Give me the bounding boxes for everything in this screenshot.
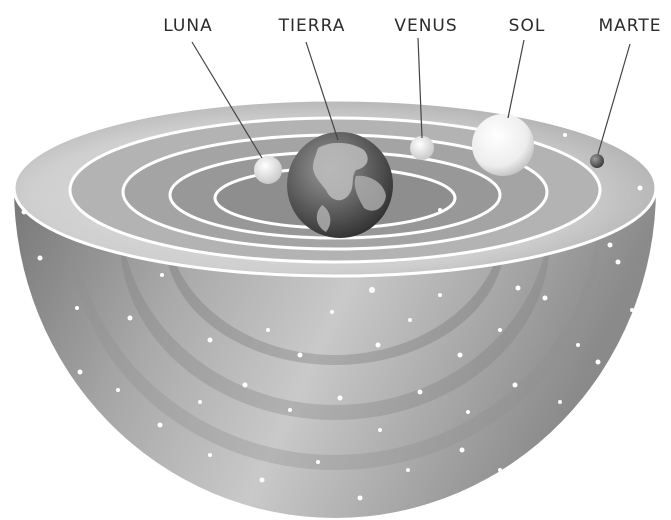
leader-sol [507,39,525,119]
earth-icon [287,132,393,238]
leader-tierra [305,41,339,141]
mars-planet-icon [590,154,604,168]
leader-lines [191,37,631,159]
stars [21,100,643,501]
label-marte: MARTE [598,16,662,36]
label-tierra: TIERRA [278,16,346,36]
label-sol: SOL [508,16,546,36]
orbit-sun [68,116,602,264]
label-luna: LUNA [163,16,213,36]
label-venus: VENUS [394,16,458,36]
sun-icon [472,114,534,176]
leader-luna [191,41,263,159]
orbit-mars [12,98,658,278]
venus-planet-icon [410,136,434,160]
leader-marte [597,43,631,155]
leader-venus [417,37,423,139]
moon-icon [254,156,282,184]
